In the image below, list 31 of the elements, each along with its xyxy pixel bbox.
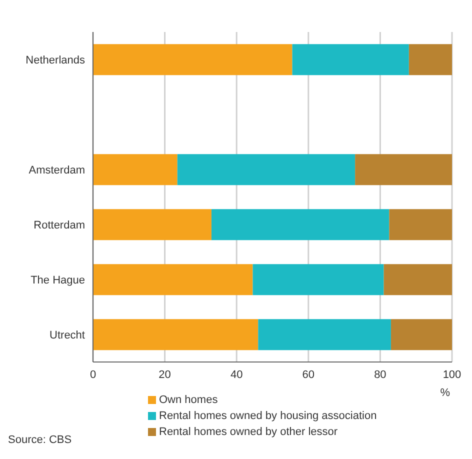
bar [390, 319, 452, 350]
x-tick-label: 80 [374, 368, 386, 381]
y-tick-label: Netherlands [26, 54, 86, 66]
y-tick-label: Utrecht [50, 329, 85, 342]
bar [389, 209, 452, 240]
y-tick-label: Rotterdam [34, 219, 85, 232]
bar [93, 264, 253, 296]
y-tick-label: The Hague [30, 274, 85, 286]
bar [355, 154, 452, 186]
bar [93, 209, 212, 240]
bar [408, 44, 452, 76]
x-tick-label: 60 [302, 368, 315, 381]
bar [252, 264, 384, 296]
source-note: Source: CBS [8, 434, 72, 446]
x-tick-label: 40 [230, 368, 243, 381]
bar [384, 264, 452, 296]
y-tick-label: Amsterdam [28, 164, 85, 176]
legend-label: Rental homes owned by other lessor [159, 426, 338, 438]
x-tick-label: 0 [90, 368, 96, 381]
x-tick-label: 20 [158, 368, 171, 381]
x-axis-title: % [440, 387, 450, 399]
bar [211, 209, 390, 240]
legend-label: Rental homes owned by housing association [159, 410, 377, 422]
bar [93, 44, 292, 76]
legend-label: Own homes [159, 394, 218, 406]
bar [177, 154, 356, 186]
x-tick-label: 100 [442, 368, 462, 381]
bar [93, 154, 178, 186]
bar [292, 44, 409, 76]
bar [258, 319, 391, 350]
bar [93, 319, 258, 350]
